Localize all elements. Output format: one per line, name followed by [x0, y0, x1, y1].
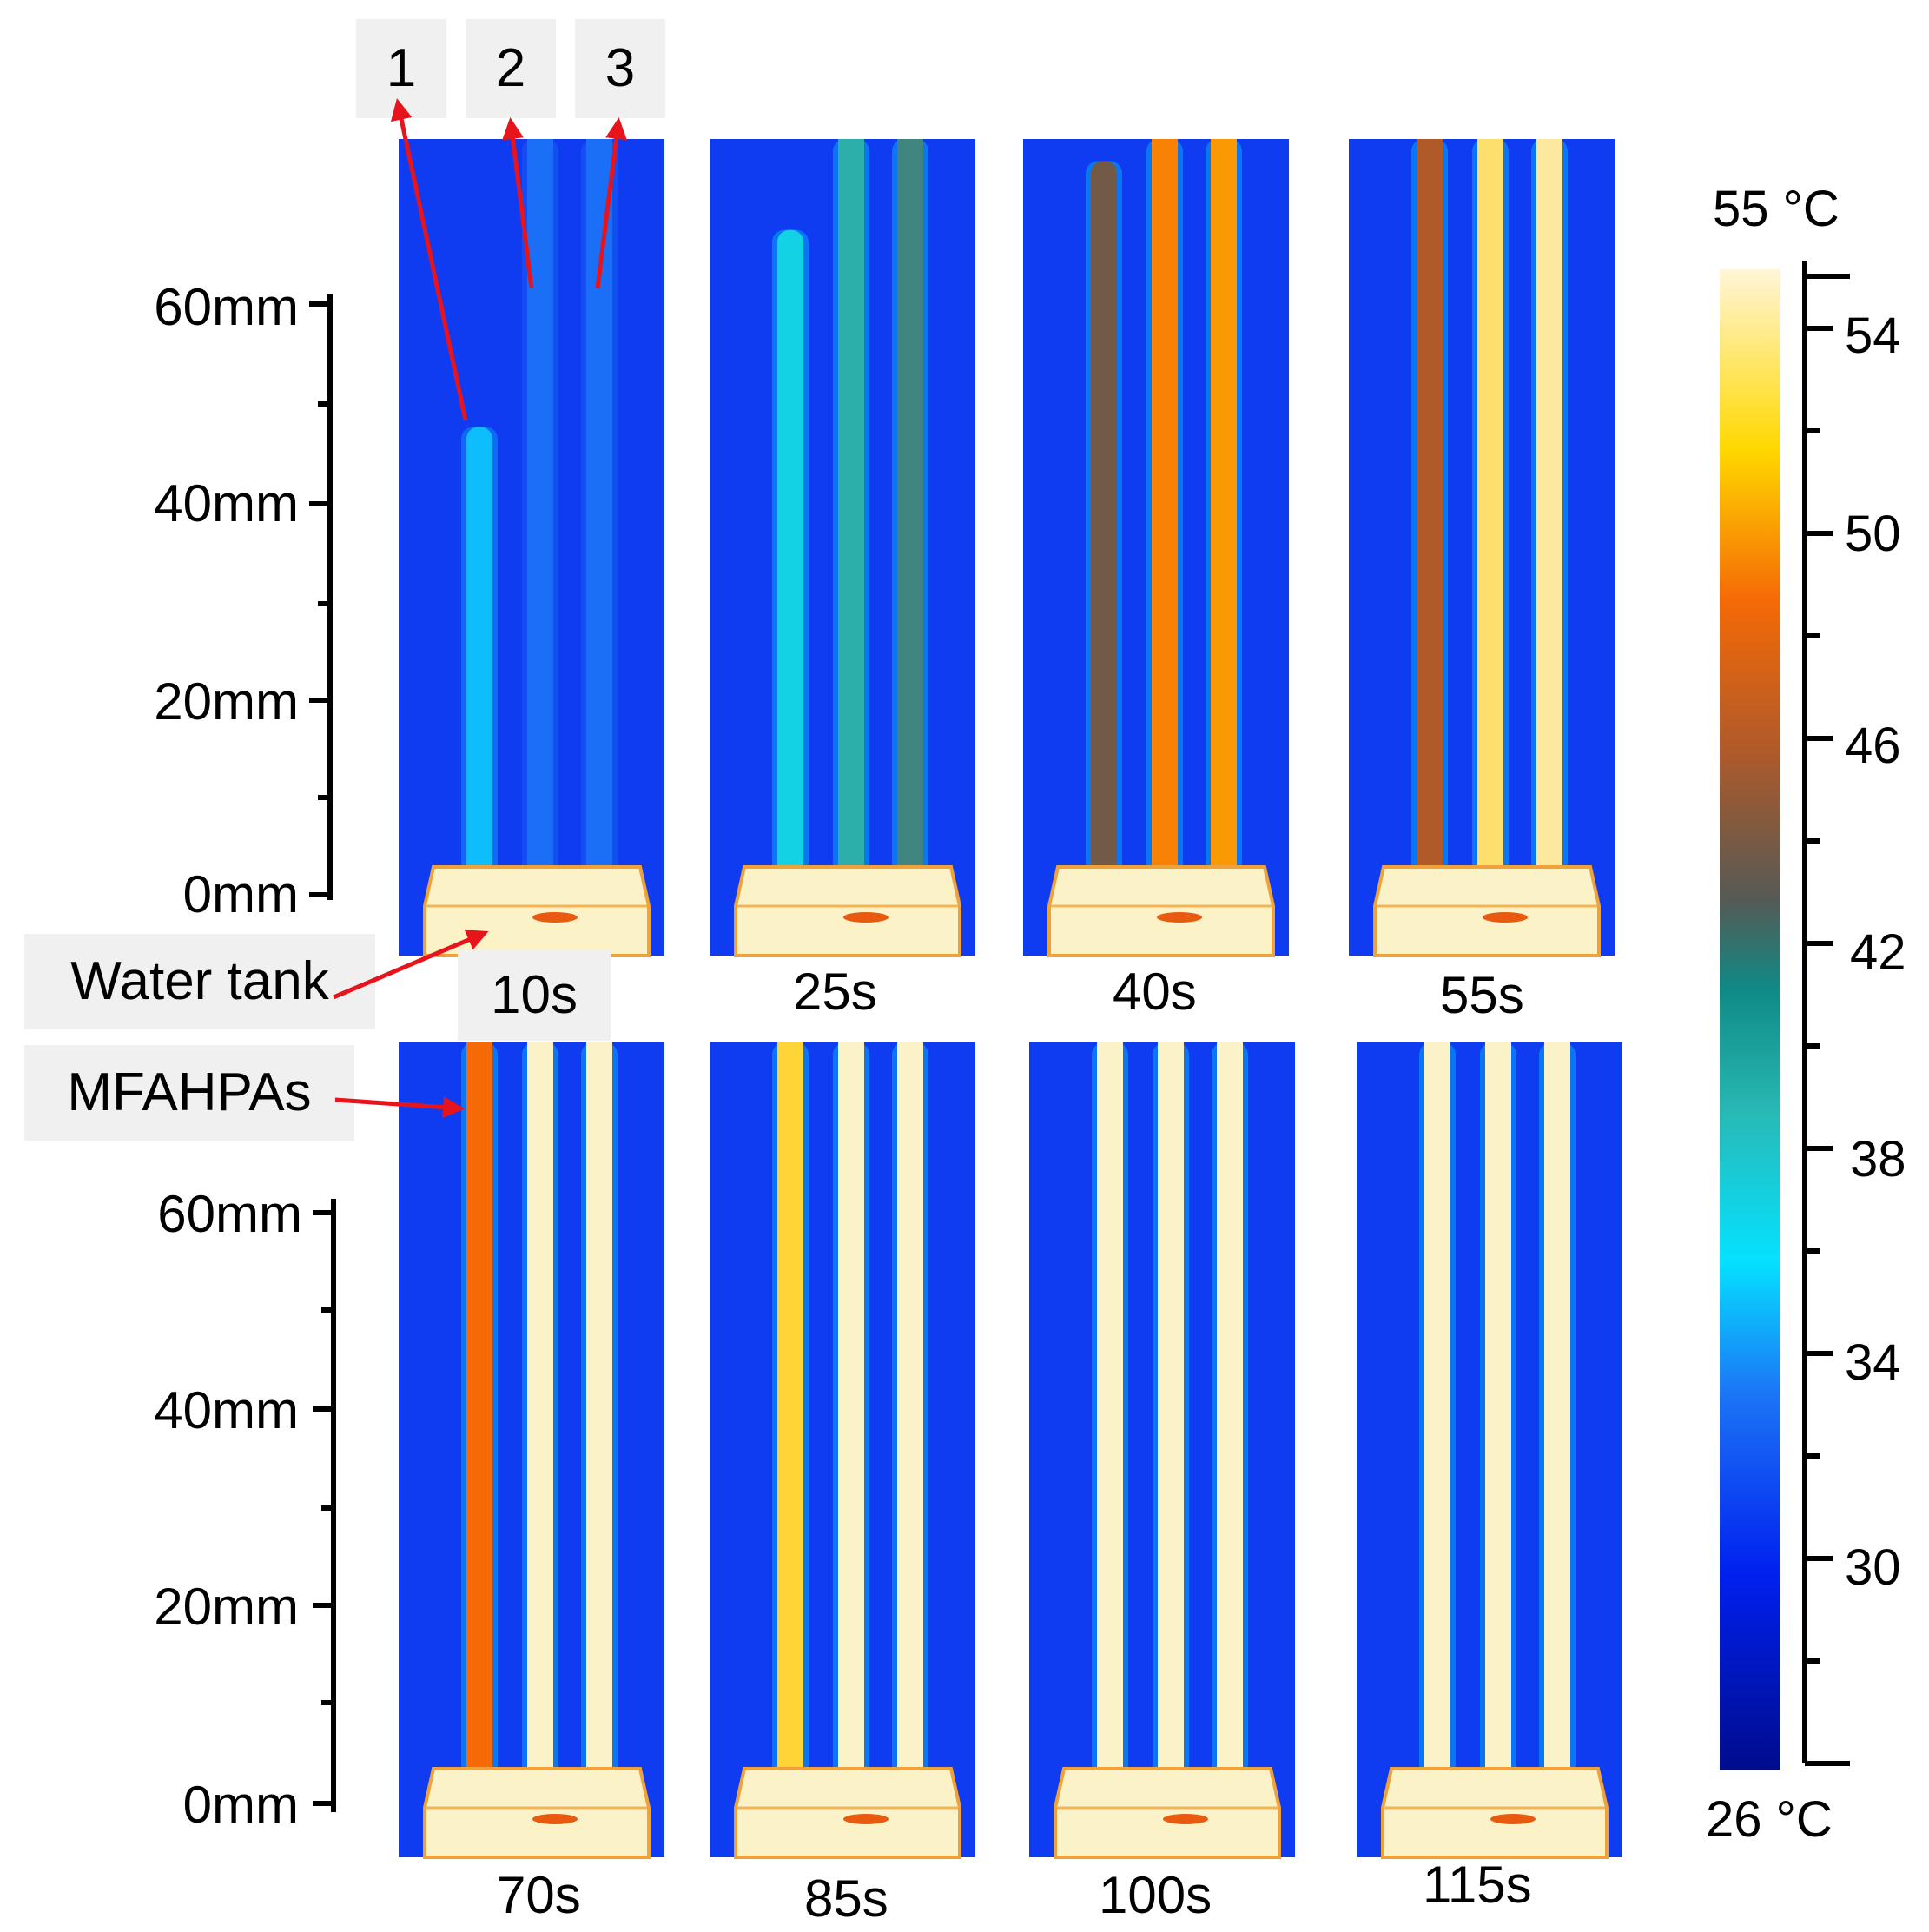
thermal-panel-55s [1349, 139, 1615, 957]
heat-pipe-channel-2 [1152, 139, 1178, 877]
heat-pipe-channel-1 [1424, 1042, 1450, 1779]
heat-pipe-channel-1 [1097, 1042, 1123, 1779]
arrow-channel-1 [390, 98, 468, 421]
scale-label-top-20mm: 20mm [154, 672, 299, 731]
channel-number-2: 2 [466, 19, 556, 118]
thermal-panel-100s [1029, 1042, 1295, 1859]
scale-label-bottom-20mm: 20mm [154, 1578, 299, 1636]
heat-pipe-channel-1 [1091, 161, 1117, 878]
scale-bar-bottom [313, 1199, 336, 1812]
scale-label-bottom-60mm: 60mm [157, 1185, 302, 1243]
time-label-115s: 115s [1423, 1856, 1532, 1914]
colorbar-tick-34: 34 [1845, 1334, 1901, 1391]
time-label-40s: 40s [1113, 963, 1197, 1021]
colorbar-tick-50: 50 [1845, 506, 1901, 562]
water-tank [1381, 1767, 1609, 1859]
arrow-water-tank [333, 930, 489, 1000]
water-tank [1047, 865, 1275, 957]
thermal-panel-85s [710, 1042, 975, 1859]
colorbar-tick-54: 54 [1845, 308, 1901, 364]
colorbar-min-label: 26 °C [1706, 1791, 1833, 1848]
heat-pipe-channel-3 [1217, 1042, 1243, 1779]
heat-pipe-channel-2 [527, 139, 553, 877]
tank-hotspot [1483, 912, 1528, 923]
tank-hotspot [532, 912, 578, 923]
tank-hotspot [1163, 1814, 1208, 1824]
colorbar-tick-30: 30 [1845, 1539, 1901, 1596]
thermal-panel-70s [399, 1042, 664, 1859]
heat-pipe-channel-1 [777, 229, 803, 878]
annotation-arrows [333, 98, 627, 1119]
time-label-100s: 100s [1099, 1866, 1212, 1924]
water-tank [1054, 1767, 1281, 1859]
thermal-panel-40s [1023, 139, 1289, 957]
colorbar-tick-42: 42 [1850, 924, 1906, 981]
heat-pipe-channel-1 [1417, 139, 1443, 877]
water-tank [1373, 865, 1601, 957]
heat-pipe-channel-3 [1544, 1042, 1570, 1779]
tank-hotspot [1490, 1814, 1536, 1824]
scale-bar-top [309, 294, 333, 900]
scale-label-bottom-0mm: 0mm [182, 1776, 299, 1834]
scale-label-top-0mm: 0mm [182, 865, 299, 923]
heat-pipe-channel-2 [1158, 1042, 1184, 1779]
time-label-85s: 85s [804, 1869, 889, 1928]
water-tank [734, 1767, 961, 1859]
time-label-70s: 70s [497, 1866, 581, 1924]
time-label-25s: 25s [793, 963, 877, 1021]
scale-label-top-40mm: 40mm [154, 474, 299, 533]
water-tank [423, 1767, 651, 1859]
heat-pipe-channel-2 [1485, 1042, 1511, 1779]
heat-pipe-channel-1 [777, 1042, 803, 1779]
heat-pipe-channel-2 [838, 1042, 864, 1779]
water-tank-callout: Water tank [24, 934, 375, 1029]
tank-hotspot [843, 912, 889, 923]
heat-pipe-channel-1 [466, 427, 492, 877]
heat-pipe-channel-2 [838, 139, 864, 877]
channel-number-3: 3 [575, 19, 665, 118]
thermal-panel-25s [710, 139, 975, 957]
mfahpas-callout: MFAHPAs [24, 1045, 354, 1141]
time-label-10s: 10s [458, 950, 611, 1041]
colorbar [1720, 269, 1780, 1770]
colorbar-tick-46: 46 [1845, 718, 1901, 774]
tank-hotspot [1157, 912, 1202, 923]
heat-pipe-channel-3 [1211, 139, 1237, 877]
heat-pipe-channel-3 [897, 1042, 923, 1779]
colorbar-tick-38: 38 [1850, 1131, 1906, 1188]
colorbar-axis [1802, 261, 1850, 1766]
scale-label-bottom-40mm: 40mm [154, 1381, 299, 1439]
colorbar-max-label: 55 °C [1713, 181, 1840, 237]
water-tank [734, 865, 961, 957]
thermal-panel-115s [1357, 1042, 1622, 1859]
heat-pipe-channel-2 [1477, 139, 1503, 877]
tank-hotspot [843, 1814, 889, 1824]
time-label-55s: 55s [1440, 966, 1524, 1024]
heat-pipe-channel-1 [466, 1042, 492, 1779]
heat-pipe-channel-3 [586, 1042, 612, 1779]
scale-label-top-60mm: 60mm [154, 278, 299, 336]
arrow-channel-3 [595, 117, 627, 289]
arrow-channel-2 [502, 117, 534, 289]
arrow-mfahpas [334, 1096, 465, 1119]
heat-pipe-channel-3 [1536, 139, 1562, 877]
heat-pipe-channel-3 [897, 139, 923, 877]
heat-pipe-channel-2 [527, 1042, 553, 1779]
tank-hotspot [532, 1814, 578, 1824]
